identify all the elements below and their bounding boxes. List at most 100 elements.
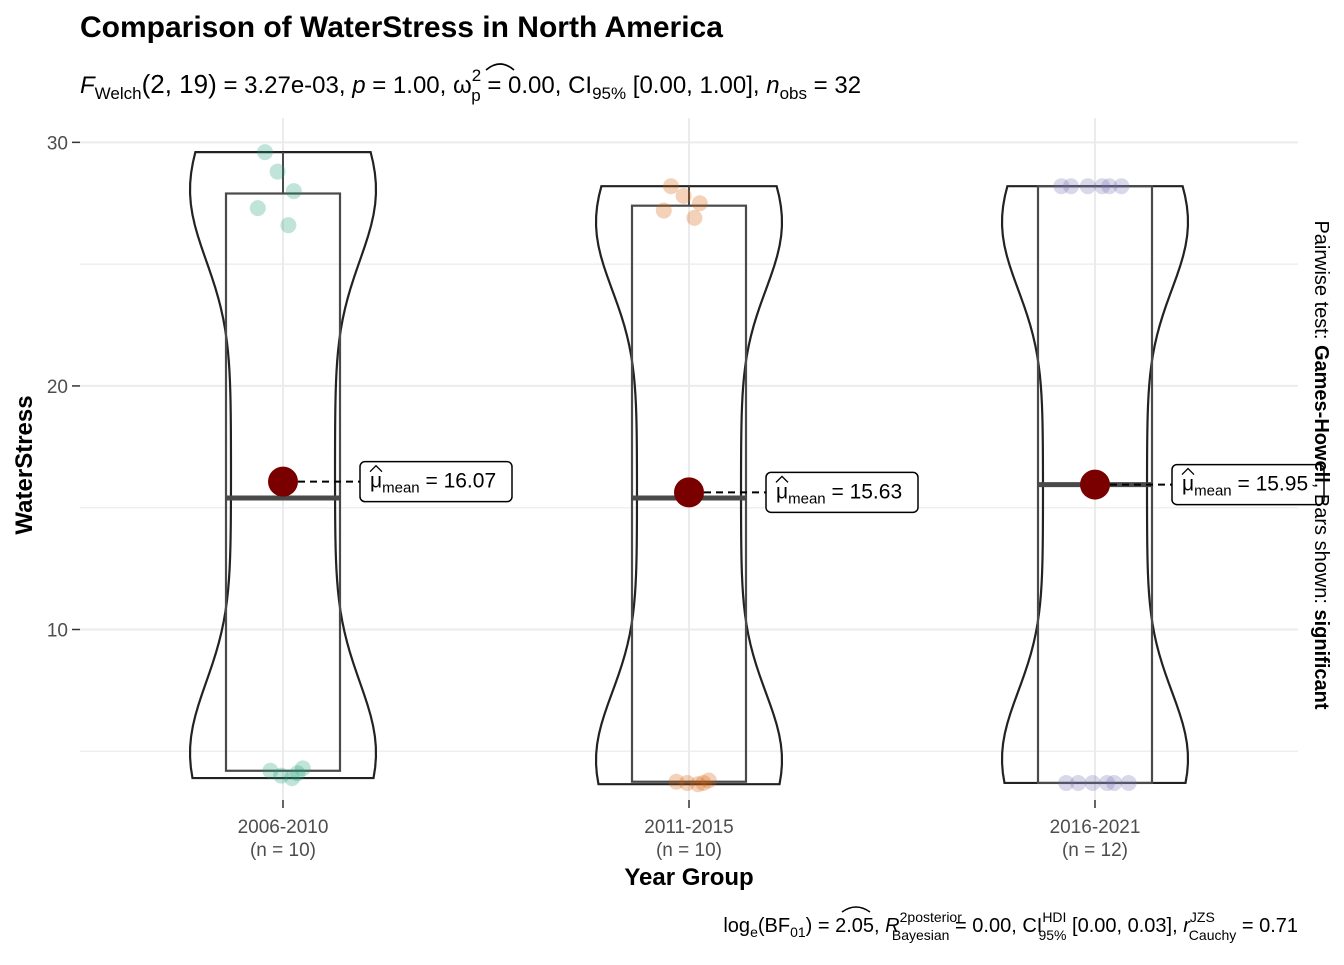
data-point <box>284 770 300 787</box>
mean-label: μmean = 15.63 <box>776 480 902 507</box>
data-point <box>700 772 717 789</box>
data-point <box>679 774 696 791</box>
data-point <box>690 776 706 793</box>
caption-rc-symbol: r <box>1183 915 1191 937</box>
chart-title: Comparison of WaterStress in North Ameri… <box>80 11 723 44</box>
subtitle-space-1 <box>217 72 224 99</box>
x-axis-label: Year Group <box>624 864 753 891</box>
x-axis: 2006-2010(n = 10)2011-2015(n = 10)2016-2… <box>238 800 1141 861</box>
subtitle-space-4 <box>446 72 453 99</box>
subtitle-ci-sub: 95% <box>592 84 626 103</box>
subtitle-f-value: = 3.27e-03, <box>223 72 345 99</box>
caption-log-sub: e <box>750 924 758 940</box>
data-point <box>257 144 273 161</box>
x-tick-n-label: (n = 10) <box>250 840 316 861</box>
data-point <box>655 202 672 219</box>
bottom-caption: loge(BF01) = 2.05, R2posterior Bayesian =… <box>723 909 1298 943</box>
data-point <box>273 767 290 784</box>
right-caption-test: Games-Howell <box>1310 345 1332 483</box>
subtitle-ci-value: [0.00, 1.00], <box>633 72 760 99</box>
subtitle-space-5 <box>481 72 488 99</box>
data-point <box>1070 774 1087 791</box>
data-point <box>269 163 286 180</box>
mean-label-sub: mean <box>1194 483 1232 500</box>
subtitle-omega-symbol: ω <box>453 72 472 99</box>
caption-ci-sub: 95% <box>1038 927 1066 943</box>
group-2006-2010: μmean = 16.07 <box>188 144 513 787</box>
subtitle-omega-sub: p <box>471 86 480 105</box>
mean-label-symbol: μ <box>370 470 382 493</box>
caption-r-sub: Bayesian <box>892 927 950 943</box>
chart-subtitle: FWelch(2, 19) = 3.27e-03, p = 1.00, ω2 p … <box>80 66 861 105</box>
data-point <box>1099 774 1115 791</box>
mean-label-value: = 15.63 <box>826 480 902 503</box>
mean-point <box>674 477 704 508</box>
mean-label-symbol: μ <box>776 480 788 503</box>
grid-lines <box>80 118 1298 800</box>
subtitle-n-symbol: n <box>766 72 779 99</box>
subtitle-omega-sup: 2 <box>472 66 481 85</box>
violin <box>1000 185 1190 785</box>
data-point <box>1053 178 1070 195</box>
data-point <box>1084 774 1101 791</box>
subtitle-df: (2, 19) <box>142 69 217 99</box>
caption-bf-sub: 01 <box>790 924 806 940</box>
group-2011-2015: μmean = 15.63 <box>594 178 919 793</box>
subtitle-n-sub: obs <box>780 84 807 103</box>
x-tick-n-label: (n = 12) <box>1062 840 1128 861</box>
data-point <box>285 183 302 200</box>
mean-label-box <box>359 460 513 503</box>
x-tick-label: 2011-2015 <box>644 817 733 838</box>
mean-label-sub: mean <box>788 490 826 507</box>
y-tick-label: 10 <box>47 621 68 642</box>
mean-label-box <box>765 471 919 514</box>
data-point <box>1094 178 1111 195</box>
right-caption: Pairwise test: Games-Howell, Bars shown:… <box>1310 220 1332 709</box>
x-tick-label: 2016-2021 <box>1050 817 1141 838</box>
data-point <box>686 209 703 226</box>
mean-point <box>1080 469 1110 500</box>
data-point <box>1113 178 1130 195</box>
caption-r-symbol: R <box>885 915 899 937</box>
y-tick-label: 20 <box>47 377 68 398</box>
caption-r-hat <box>841 906 871 913</box>
data-point <box>294 760 311 777</box>
data-point <box>675 187 692 204</box>
subtitle-f-symbol: F <box>80 72 96 99</box>
caption-log: log <box>723 915 750 937</box>
subtitle-omega-hat <box>485 63 515 71</box>
subtitle-p-value: = 1.00, <box>372 72 446 99</box>
data-point <box>663 178 679 195</box>
mean-label: μmean = 16.07 <box>370 470 496 497</box>
caption-bf-value: ) = 2.05, <box>806 915 880 937</box>
data-point <box>1106 774 1123 791</box>
data-point <box>1079 178 1096 195</box>
caption-r-value: = 0.00, <box>955 915 1017 937</box>
data-point <box>280 217 297 234</box>
subtitle-space-6 <box>561 72 568 99</box>
caption-rc-value: = 0.71 <box>1242 915 1298 937</box>
data-point <box>289 765 306 782</box>
subtitle-space-7 <box>626 72 633 99</box>
data-point <box>1120 774 1137 791</box>
right-caption-shown: significant <box>1310 610 1332 710</box>
violin <box>188 151 378 780</box>
subtitle-ci-symbol: CI <box>568 72 592 99</box>
y-axis-label: WaterStress <box>11 395 38 534</box>
subtitle-space-3 <box>366 72 373 99</box>
mean-label-value: = 16.07 <box>420 470 496 493</box>
subtitle-space-2 <box>346 72 353 99</box>
caption-ci-symbol: CI <box>1022 915 1042 937</box>
data-point <box>249 200 266 217</box>
right-caption-middle: , Bars shown: <box>1310 483 1332 610</box>
y-axis: 10 20 30 <box>47 133 80 642</box>
subtitle-n-value: = 32 <box>814 72 861 99</box>
mean-label-symbol: μ <box>1182 473 1194 496</box>
subtitle-p-symbol: p <box>351 72 365 99</box>
subtitle-omega-value: = 0.00, <box>487 72 561 99</box>
data-point <box>262 762 279 779</box>
mean-label-hat <box>775 475 789 483</box>
mean-label-sub: mean <box>382 480 420 497</box>
data-point <box>668 773 685 790</box>
